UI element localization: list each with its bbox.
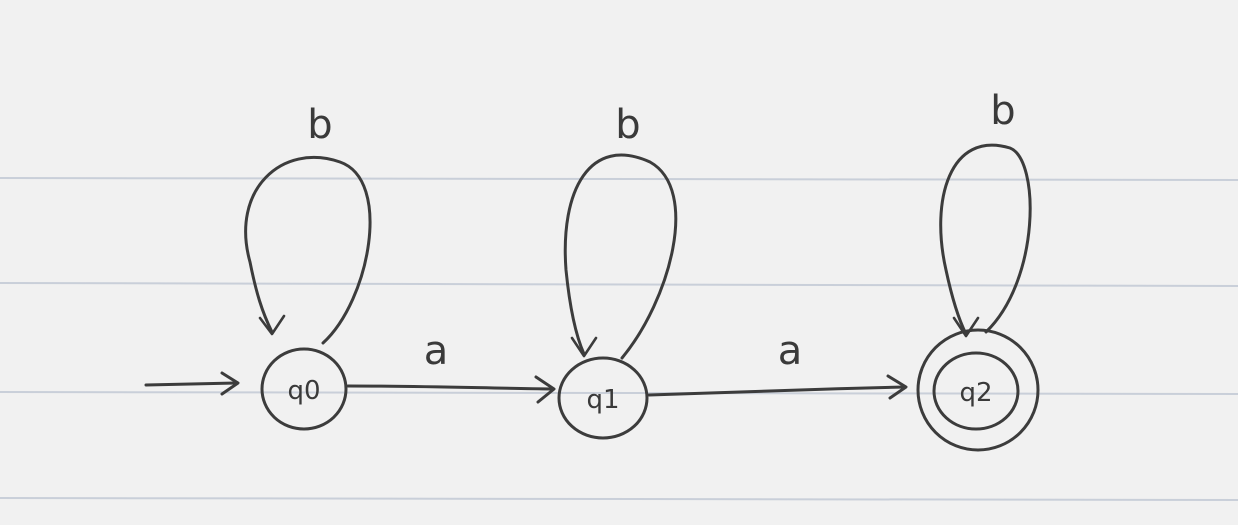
start-arrow xyxy=(144,371,240,396)
self-loop-q1: b xyxy=(563,102,678,360)
transition-label: b xyxy=(307,102,332,148)
ruled-line xyxy=(0,177,1238,181)
state-q1: q1 xyxy=(557,356,649,440)
self-loop-q2: b xyxy=(939,88,1032,338)
ruled-line xyxy=(0,497,1238,501)
state-circle xyxy=(557,356,649,440)
transition-q1-q2: a xyxy=(647,328,908,400)
transition-q0-q1: a xyxy=(346,328,556,404)
state-circle xyxy=(260,347,348,431)
state-label: q2 xyxy=(959,378,992,408)
state-q0: q0 xyxy=(260,347,348,431)
transition-label: b xyxy=(990,88,1015,134)
transition-label: b xyxy=(615,102,640,148)
state-inner-circle xyxy=(932,351,1020,431)
state-label: q0 xyxy=(287,376,320,406)
ruled-line xyxy=(0,391,1238,395)
state-outer-circle xyxy=(916,328,1040,452)
self-loop-q0: b xyxy=(244,102,372,345)
state-label: q1 xyxy=(586,385,619,415)
state-q2: q2 xyxy=(916,328,1040,452)
ruled-line xyxy=(0,282,1238,287)
transition-label: a xyxy=(424,328,449,374)
ruled-lines xyxy=(0,177,1238,501)
transition-label: a xyxy=(778,328,803,374)
